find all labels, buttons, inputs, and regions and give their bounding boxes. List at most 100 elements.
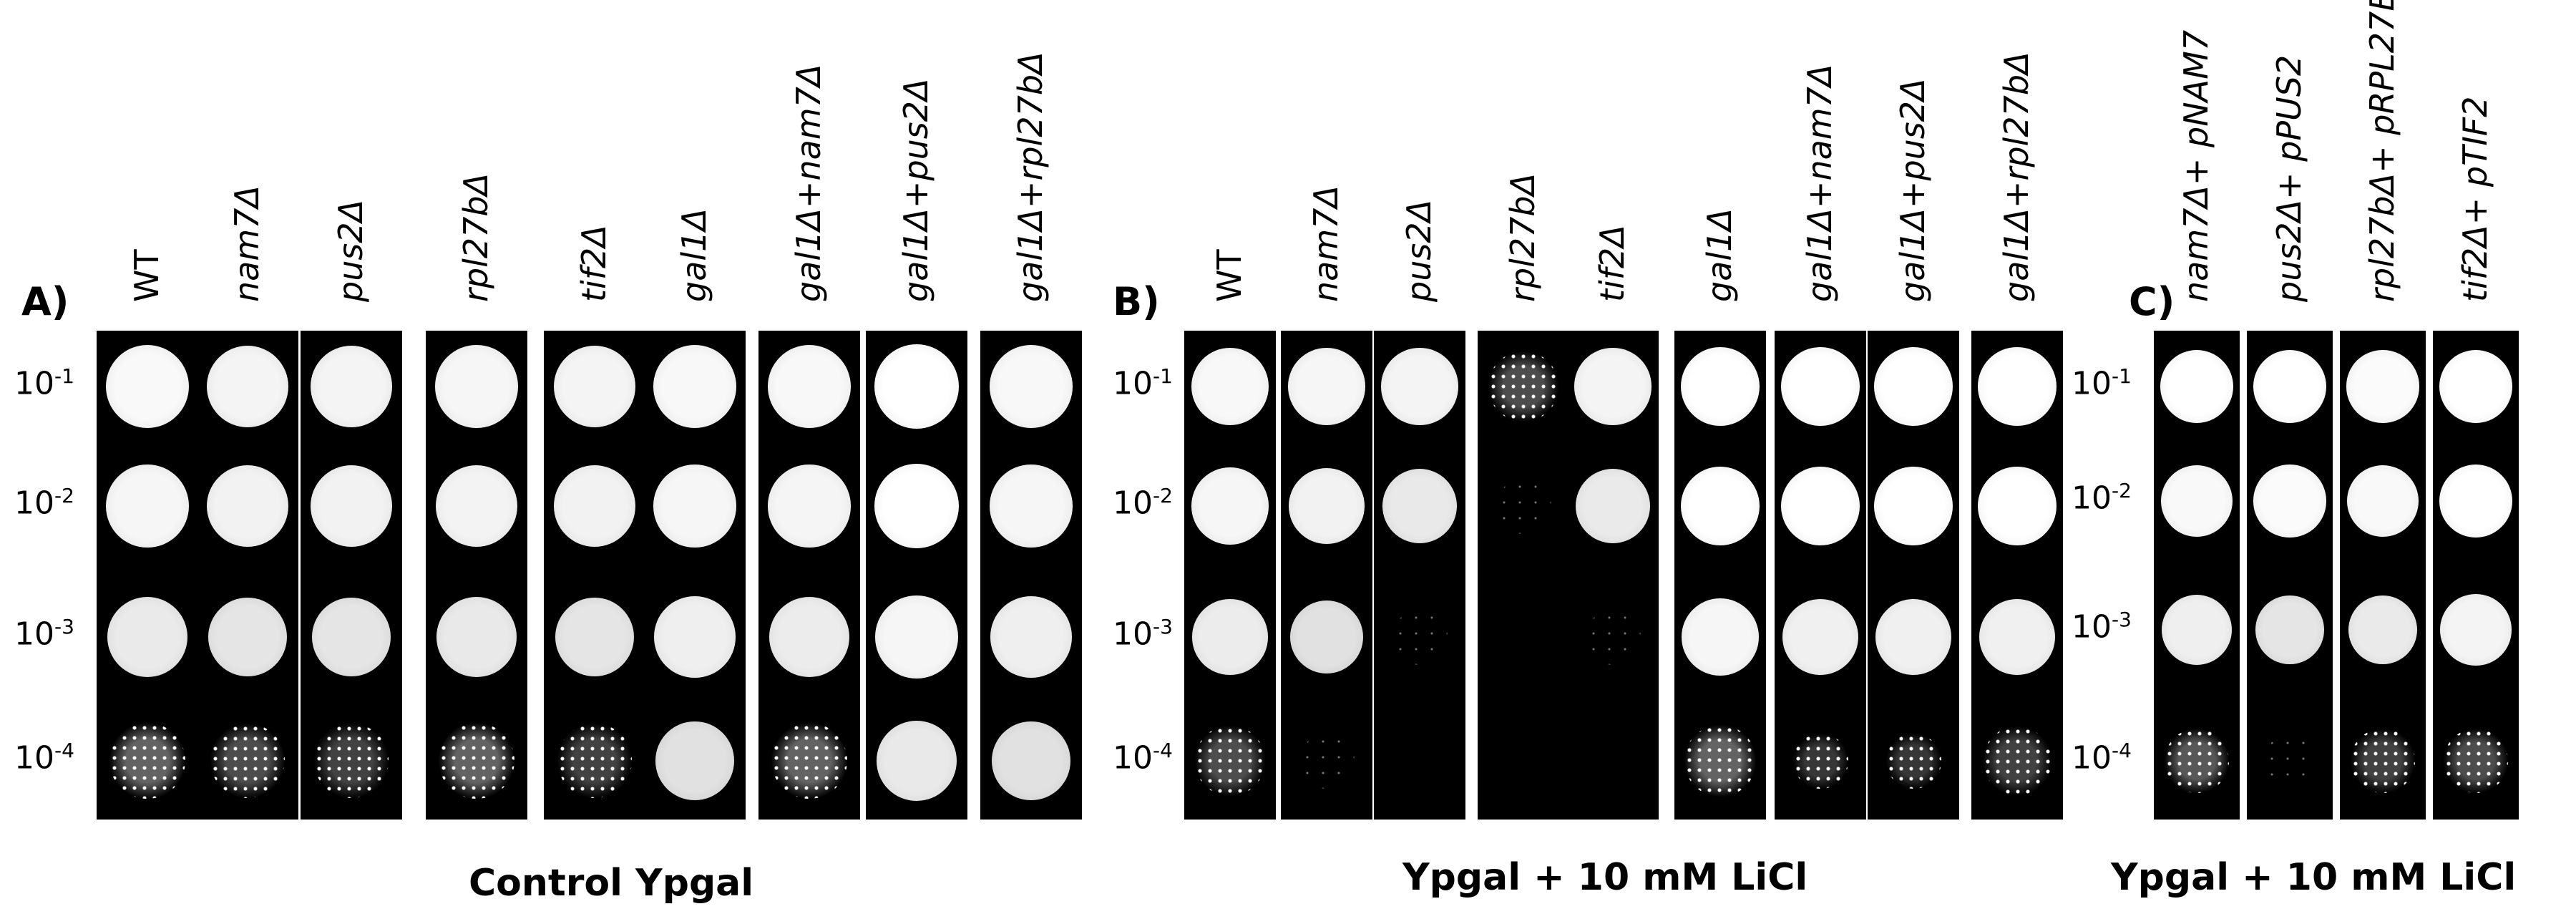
colony-spot <box>210 723 286 799</box>
colony-spot <box>1195 726 1265 796</box>
colony-spot <box>1978 347 2057 426</box>
dilution-label: 10-2 <box>14 484 74 522</box>
strain-label: gal1Δ+pus2Δ <box>897 78 935 303</box>
colony-spot <box>2164 728 2230 794</box>
strain-label: nam7Δ <box>1307 185 1345 302</box>
strain-label: tif2Δ+ pTIF2 <box>2456 96 2494 303</box>
colony-spot <box>2346 465 2419 538</box>
colony-spot <box>990 345 1073 428</box>
colony-spot <box>1684 725 1756 797</box>
strain-label: gal1Δ+nam7Δ <box>1800 64 1839 302</box>
dilution-label: 10-4 <box>14 739 74 777</box>
strain-label: gal1Δ+nam7Δ <box>789 64 828 302</box>
panel-caption: Control Ypgal <box>469 862 754 905</box>
colony-spot <box>553 465 636 548</box>
strain-label: nam7Δ <box>228 185 266 302</box>
strain-label: pus2Δ <box>1400 199 1438 302</box>
colony-spot <box>2440 594 2512 666</box>
colony-spot <box>655 721 734 800</box>
colony-spot <box>653 465 736 548</box>
strain-label: gal1Δ+rpl27bΔ <box>1011 52 1050 302</box>
strain-label: gal1Δ <box>1700 208 1739 302</box>
colony-spot <box>1381 348 1458 425</box>
colony-spot <box>1289 600 1364 674</box>
colony-spot <box>2253 350 2326 423</box>
colony-spot <box>1585 609 1641 665</box>
colony-spot <box>1885 733 1941 789</box>
strain-label: rpl27bΔ <box>457 172 495 302</box>
colony-spot <box>105 344 190 429</box>
colony-spot <box>1681 347 1760 426</box>
colony-spot <box>2346 350 2419 423</box>
colony-spot <box>1681 467 1760 545</box>
strain-label: nam7Δ+ pNAM7 <box>2177 29 2215 302</box>
colony-spot <box>438 722 515 799</box>
colony-spot <box>768 465 851 548</box>
colony-spot <box>1979 598 2055 675</box>
colony-spot <box>436 597 517 677</box>
colony-spot <box>1874 467 1953 545</box>
colony-spot <box>771 722 848 799</box>
strain-label: gal1Δ <box>675 208 713 302</box>
colony-spot <box>1682 598 1759 676</box>
colony-spot <box>206 345 289 428</box>
colony-spot <box>1382 468 1458 544</box>
colony-spot <box>2348 595 2418 665</box>
strain-label: tif2Δ <box>1593 225 1631 302</box>
colony-spot <box>1982 726 2052 796</box>
colony-spot <box>109 722 186 799</box>
colony-spot <box>107 596 188 678</box>
panel-letter: C) <box>2129 279 2175 324</box>
colony-spot <box>2162 595 2232 665</box>
panel-letter: A) <box>21 279 69 324</box>
dilution-label: 10-1 <box>1113 364 1173 402</box>
dilution-label: 10-2 <box>1113 484 1173 522</box>
colony-spot <box>990 465 1073 548</box>
colony-spot <box>310 345 393 428</box>
panel-caption: Ypgal + 10 mM LiCl <box>2111 856 2517 899</box>
colony-spot <box>311 597 391 677</box>
strain-label: gal1Δ+pus2Δ <box>1893 78 1932 303</box>
colony-spot <box>2264 735 2316 787</box>
colony-spot <box>435 465 518 548</box>
colony-spot <box>1392 609 1448 665</box>
strain-label: pus2Δ+ pPUS2 <box>2270 54 2308 302</box>
colony-spot <box>654 596 736 678</box>
colony-spot <box>206 465 289 548</box>
colony-spot <box>875 595 958 679</box>
colony-spot <box>1874 347 1953 426</box>
colony-spot <box>1575 468 1651 544</box>
colony-spot <box>208 597 288 677</box>
colony-spot <box>1496 478 1551 534</box>
colony-spot <box>555 597 635 677</box>
colony-spot <box>435 345 518 428</box>
strain-label: WT <box>127 249 166 302</box>
strain-label: rpl27bΔ+ pRPL27B <box>2363 0 2401 302</box>
colony-spot <box>1781 347 1860 426</box>
colony-spot <box>1792 733 1848 789</box>
colony-spot <box>2160 350 2233 423</box>
panel-letter: B) <box>1113 279 1160 324</box>
colony-spot <box>874 344 959 429</box>
colony-spot <box>1574 348 1652 425</box>
strain-label: WT <box>1210 249 1249 302</box>
colony-spot <box>1191 467 1269 545</box>
colony-spot <box>310 465 393 548</box>
colony-spot <box>1978 467 2057 545</box>
colony-spot <box>769 596 850 678</box>
colony-spot <box>2443 728 2509 794</box>
colony-spot <box>106 465 189 548</box>
dilution-label: 10-3 <box>14 615 74 653</box>
dilution-label: 10-4 <box>2072 739 2132 777</box>
colony-spot <box>653 345 736 428</box>
strain-label: rpl27bΔ <box>1503 172 1542 302</box>
colony-spot <box>1782 598 1858 675</box>
colony-spot <box>2351 729 2415 793</box>
colony-spot <box>1781 467 1860 545</box>
panel-caption: Ypgal + 10 mM LiCl <box>1402 856 1808 899</box>
colony-spot <box>314 724 389 798</box>
colony-spot <box>2439 350 2512 423</box>
strain-label: tif2Δ <box>575 225 613 302</box>
strain-label: pus2Δ <box>331 199 370 302</box>
colony-spot <box>877 721 957 801</box>
